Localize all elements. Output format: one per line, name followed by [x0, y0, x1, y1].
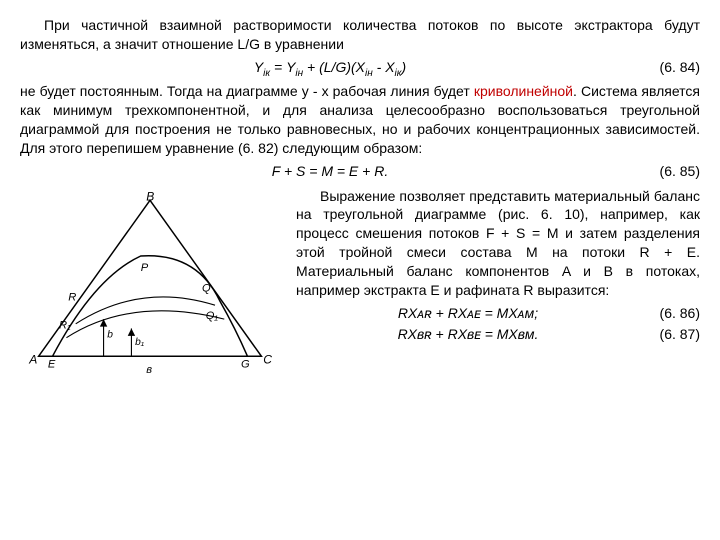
- equation-686-body: RXᴀʀ + RXᴀᴇ = MXᴀᴍ;: [296, 304, 640, 323]
- triangle-diagram: A B C E G P Q Q₁ R R₁ b b₁ в: [20, 187, 280, 382]
- svg-text:b₁: b₁: [135, 337, 144, 348]
- svg-text:Q₁: Q₁: [206, 310, 219, 322]
- equation-684-body: Yiк = Yiн + (L/G)(Xiн - Xiк): [20, 58, 640, 80]
- equation-686-number: (6. 86): [640, 304, 700, 323]
- equation-686: RXᴀʀ + RXᴀᴇ = MXᴀᴍ; (6. 86): [296, 304, 700, 323]
- equation-687: RXʙʀ + RXʙᴇ = MXʙᴍ. (6. 87): [296, 325, 700, 344]
- svg-text:G: G: [241, 358, 250, 370]
- svg-text:R: R: [68, 291, 76, 303]
- equation-687-body: RXʙʀ + RXʙᴇ = MXʙᴍ.: [296, 325, 640, 344]
- svg-text:R₁: R₁: [59, 319, 71, 331]
- svg-text:P: P: [141, 261, 149, 273]
- svg-text:C: C: [263, 352, 272, 366]
- equation-684-number: (6. 84): [640, 58, 700, 77]
- equation-684: Yiк = Yiн + (L/G)(Xiн - Xiк) (6. 84): [20, 58, 700, 80]
- paragraph-3: Выражение позволяет представить материал…: [296, 187, 700, 300]
- paragraph-1: При частичной взаимной растворимости кол…: [20, 16, 700, 54]
- svg-text:E: E: [48, 358, 56, 370]
- highlighted-term: криволинейной: [474, 83, 573, 99]
- equation-685-number: (6. 85): [640, 162, 700, 181]
- svg-text:B: B: [146, 189, 154, 203]
- paragraph-2: не будет постоянным. Тогда на диаграмме …: [20, 82, 700, 158]
- svg-text:b: b: [107, 329, 113, 340]
- equation-685: F + S = M = E + R. (6. 85): [20, 162, 700, 181]
- svg-text:A: A: [28, 352, 37, 366]
- equation-687-number: (6. 87): [640, 325, 700, 344]
- svg-text:в: в: [146, 364, 152, 376]
- equation-685-body: F + S = M = E + R.: [20, 162, 640, 181]
- svg-text:Q: Q: [202, 282, 211, 294]
